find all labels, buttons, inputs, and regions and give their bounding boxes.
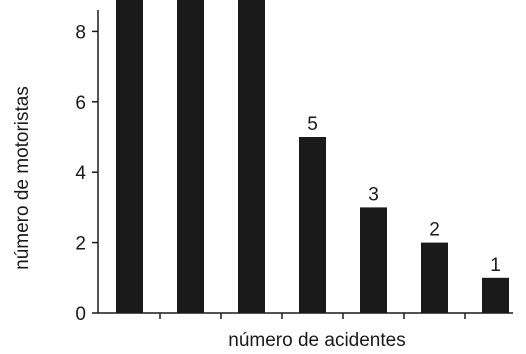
bar-value-label: 3 (368, 184, 379, 205)
y-tick-label: 6 (75, 93, 86, 114)
bar (482, 277, 509, 313)
bar-value-label: 2 (429, 220, 440, 241)
x-axis-label: número de acidentes (228, 330, 405, 351)
bar (299, 137, 326, 313)
y-tick-label: 8 (75, 22, 86, 43)
y-tick-label: 2 (75, 234, 86, 255)
bar (360, 207, 387, 313)
y-axis: 02468101214 (75, 10, 99, 325)
bar (421, 242, 448, 313)
y-tick-label: 0 (75, 304, 86, 325)
y-axis-label: número de motoristas (12, 86, 33, 270)
bars (116, 0, 509, 313)
bar (116, 0, 143, 313)
bar (238, 0, 265, 313)
data-labels: 129105321 (307, 114, 501, 276)
bar-value-label: 5 (307, 114, 318, 135)
bar-value-label: 1 (490, 255, 501, 276)
x-axis (98, 312, 513, 319)
bar (177, 0, 204, 313)
y-tick-label: 4 (75, 163, 86, 184)
